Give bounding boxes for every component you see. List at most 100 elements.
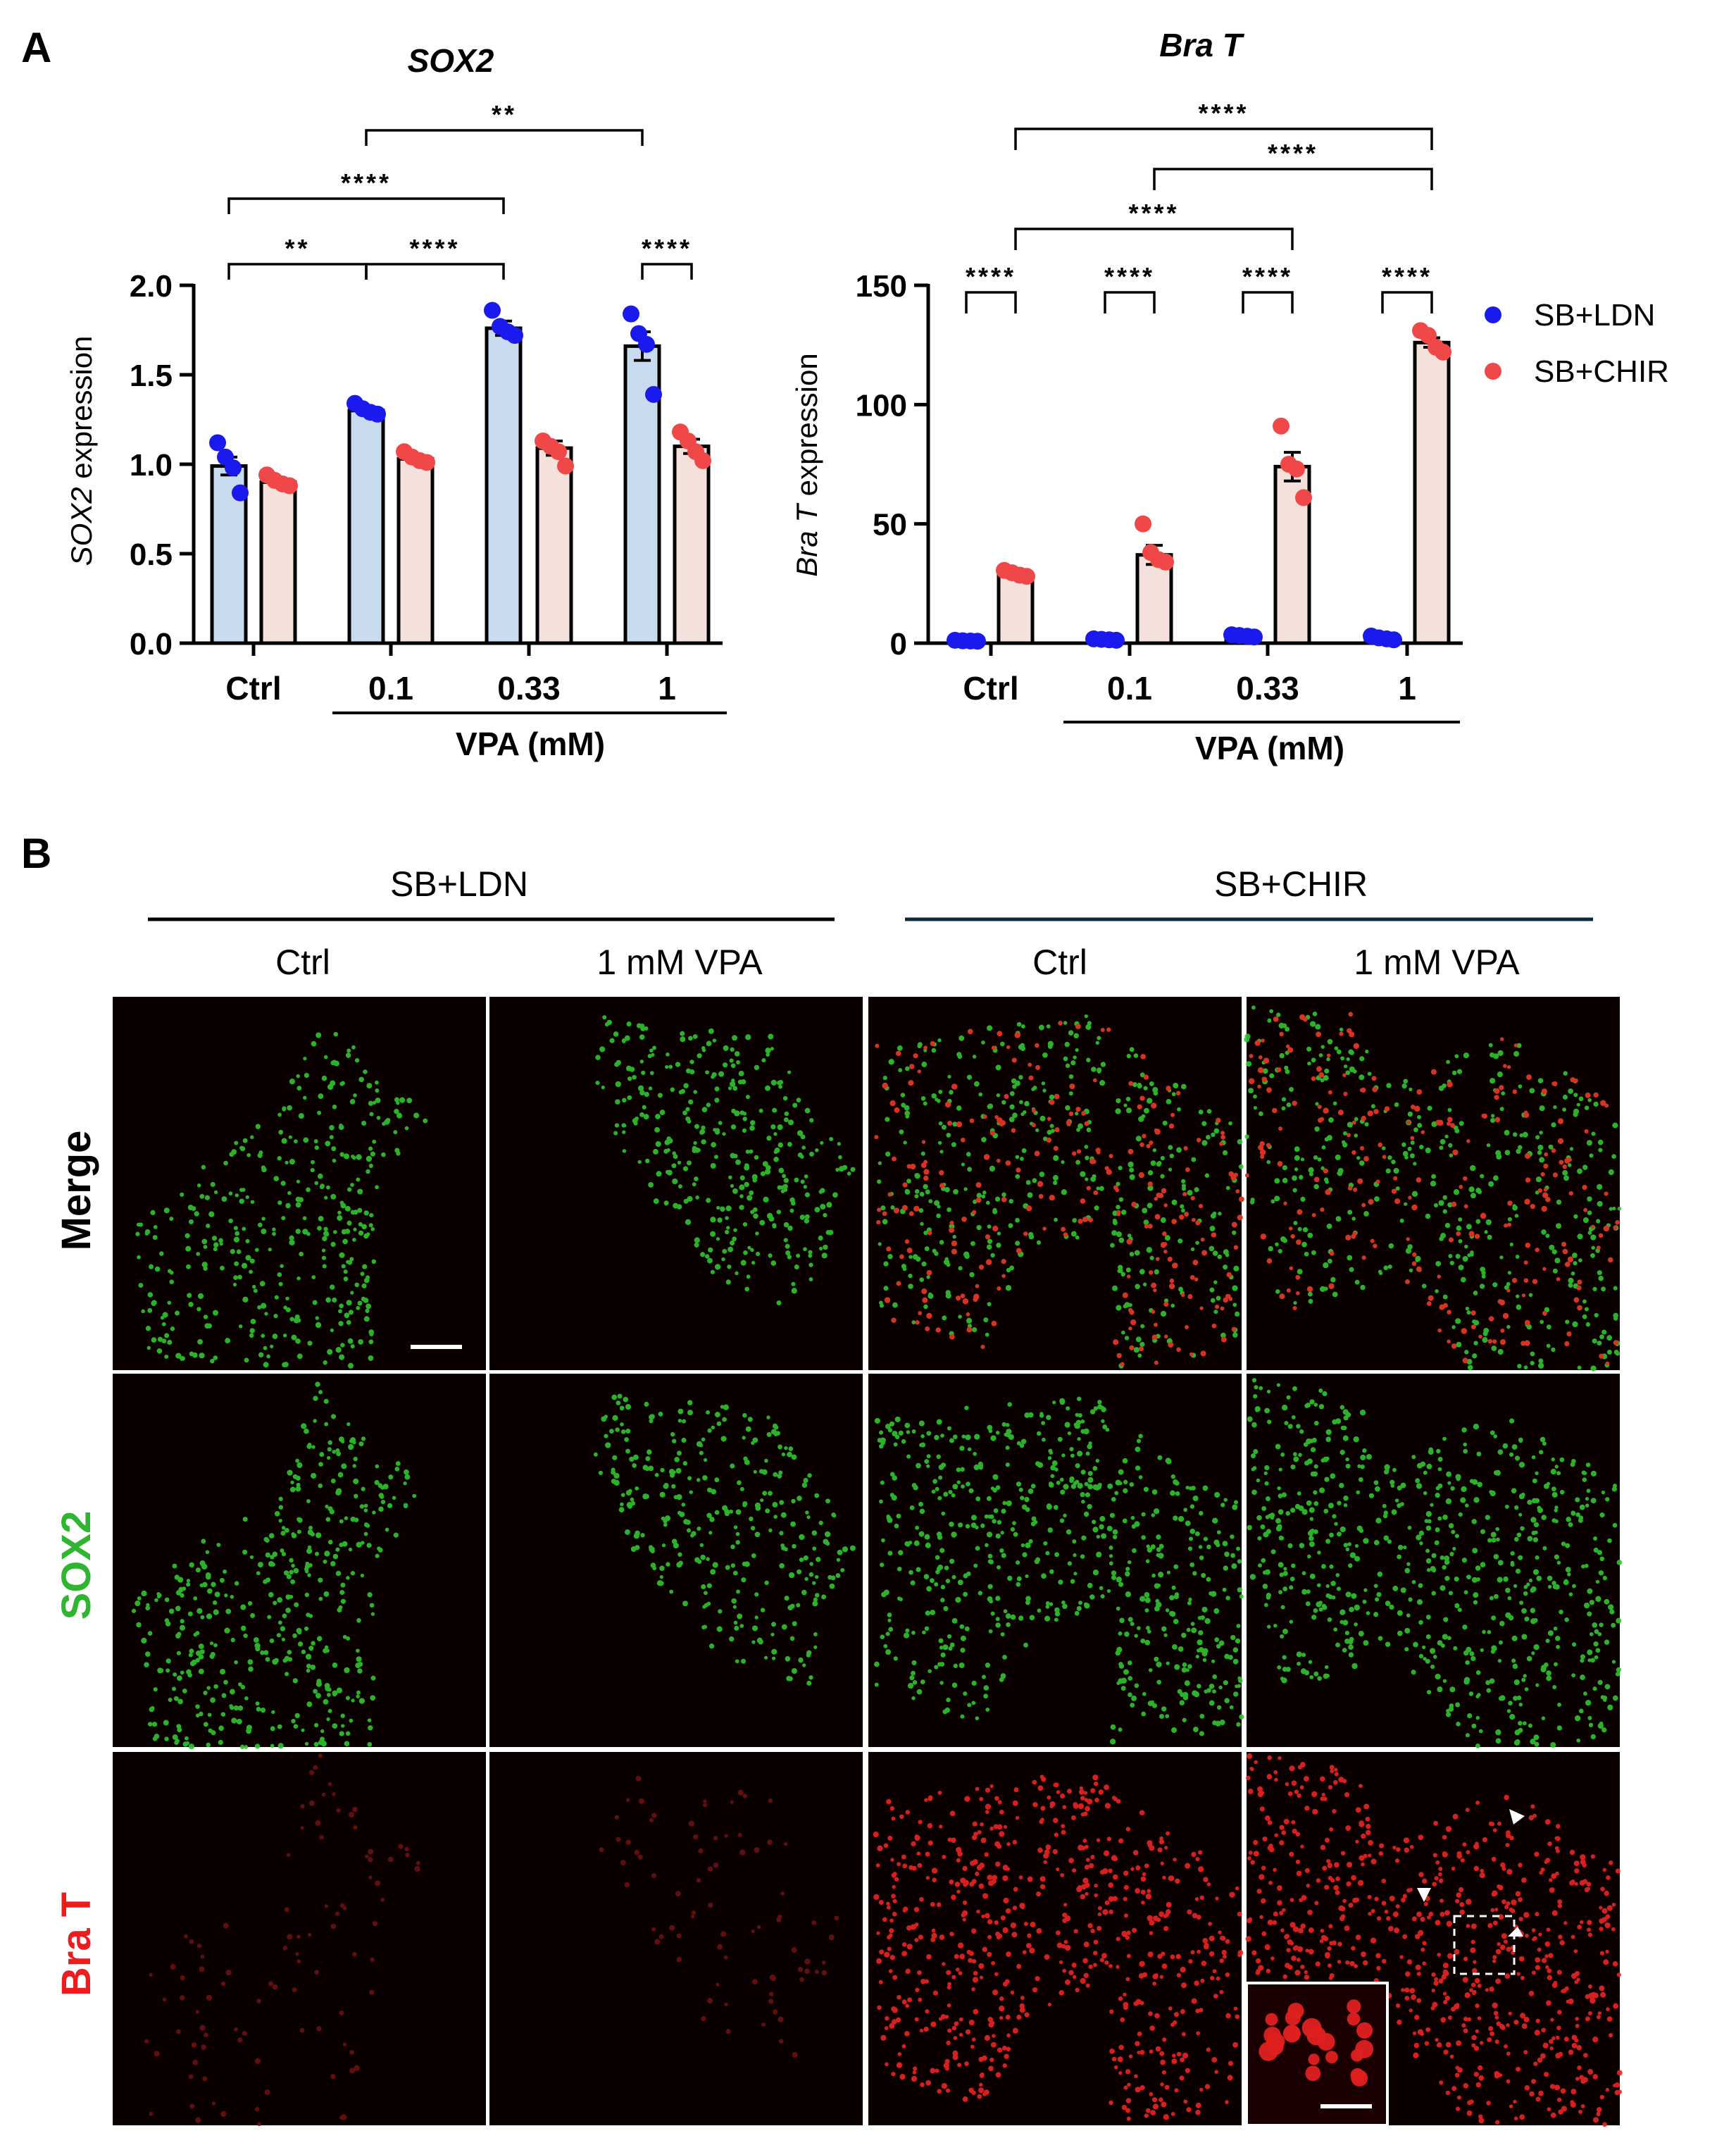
micrograph-cells-green (131, 1381, 417, 1750)
brat-chart-title: Bra T (1159, 27, 1244, 63)
micrograph-sox2-3 (868, 1374, 1244, 1747)
sox2-data-point (645, 385, 662, 403)
micrograph-cells-green (135, 1031, 428, 1369)
arrowhead-marker (1508, 1927, 1523, 1937)
sox2-significance-label: **** (341, 168, 392, 197)
sox2-data-point (550, 443, 567, 461)
column-label-4: 1 mM VPA (1354, 943, 1520, 982)
sox2-y-tick-label: 1.0 (130, 448, 173, 483)
brat-data-point (1157, 553, 1174, 571)
row-label-merge: Merge (54, 1131, 99, 1251)
inset-zoom (1245, 1982, 1389, 2127)
sox2-significance-bracket (227, 263, 368, 280)
sox2-y-axis-label-rest: expression (65, 336, 98, 487)
brat-y-tick-label: 150 (856, 269, 907, 304)
sox2-chart: SOX2 SOX2 expression VPA (mM) 0.0 0.5 1.0 1… (65, 42, 727, 762)
micrograph-cells-red (1245, 1753, 1623, 2127)
brat-significance-bracket (1104, 291, 1156, 313)
sox2-bar-chir (396, 456, 435, 645)
brat-significance-label: **** (1242, 262, 1293, 291)
brat-data-point (1385, 631, 1402, 649)
sox2-significance-label: **** (409, 234, 460, 263)
sox2-x-axis-label: VPA (mM) (456, 726, 605, 762)
arrowhead-marker (1417, 1888, 1431, 1902)
sox2-y-tick-label: 1.5 (130, 359, 173, 393)
sox2-significance-bracket (641, 263, 693, 280)
brat-y-tick-label: 100 (856, 388, 907, 423)
brat-data-point (1435, 343, 1451, 361)
micrograph-sox2-4 (1247, 1374, 1623, 1748)
micrograph-sox2-2 (489, 1374, 863, 1747)
sox2-data-point (638, 335, 655, 353)
legend-label-chir: SB+CHIR (1534, 354, 1669, 389)
micrograph-brat-1 (113, 1752, 486, 2127)
sox2-y-axis-label: SOX2 expression (65, 336, 98, 566)
brat-significance-label: **** (1268, 139, 1318, 168)
micrograph-merge-4 (1244, 997, 1622, 1372)
sox2-significance-bracket (365, 263, 505, 280)
sox2-x-tick-label: 1 (658, 670, 676, 707)
sox2-y-tick-label: 0.5 (130, 537, 173, 572)
micrograph-cells-red (1244, 1012, 1620, 1365)
brat-significance-bracket (1014, 228, 1294, 250)
legend-marker-chir (1485, 363, 1501, 380)
sox2-x-tick-label: 0.33 (497, 670, 561, 707)
brat-significance-label: **** (1198, 99, 1249, 128)
sox2-data-point (369, 405, 386, 423)
micrograph-sox2-1 (113, 1374, 486, 1750)
brat-significance-label: **** (1104, 262, 1155, 291)
column-label-2: 1 mM VPA (597, 943, 763, 982)
brat-x-axis-label: VPA (mM) (1195, 730, 1344, 766)
row-label-sox2: SOX2 (54, 1511, 99, 1620)
micrograph-cells-red (874, 1021, 1244, 1367)
brat-significance-bracket (965, 291, 1017, 313)
micrograph-merge-3 (868, 997, 1244, 1370)
sox2-chart-title: SOX2 (408, 42, 494, 79)
brat-significance-bracket (1381, 291, 1433, 313)
sox2-significance-label: **** (642, 234, 692, 263)
sox2-x-tick-label: Ctrl (225, 670, 281, 707)
micrograph-headers: SB+LDN SB+CHIR Ctrl 1 mM VPA Ctrl 1 mM V… (54, 864, 1593, 1996)
brat-y-axis-label-italic: Bra T (790, 502, 823, 577)
legend-marker-ldn (1485, 306, 1501, 323)
sox2-y-tick-label: 0.0 (130, 627, 173, 661)
group-label-chir: SB+CHIR (1214, 864, 1368, 904)
group-label-ldn: SB+LDN (390, 864, 528, 904)
sox2-significance-label: ** (492, 100, 517, 129)
sox2-data-point (232, 484, 249, 502)
brat-data-point (1018, 568, 1035, 585)
column-label-3: Ctrl (1032, 943, 1087, 982)
brat-y-axis-label-rest: expression (790, 353, 823, 504)
brat-y-tick-label: 50 (873, 508, 907, 542)
row-label-brat: Bra T (54, 1892, 99, 1996)
brat-x-tick-label: 0.33 (1236, 670, 1299, 707)
brat-data-point (1108, 631, 1125, 649)
micrograph-cells-red (873, 1775, 1244, 2121)
inset-region-box (1453, 1915, 1516, 1975)
micrograph-cells-green (595, 1015, 856, 1305)
brat-y-tick-label: 0 (890, 627, 907, 661)
brat-significance-bracket (1014, 128, 1433, 150)
sox2-bar-chir (673, 445, 711, 645)
sox2-bar-chir (535, 446, 573, 645)
brat-data-point (1295, 489, 1312, 506)
legend: SB+LDN SB+CHIR (1485, 298, 1669, 389)
micrograph-grid (113, 997, 1623, 2127)
sox2-data-point (557, 457, 574, 475)
micrograph-cells-green (874, 1396, 1244, 1745)
legend-label-ldn: SB+LDN (1534, 298, 1655, 332)
brat-x-tick-label: Ctrl (963, 670, 1018, 707)
column-label-1: Ctrl (275, 943, 330, 982)
brat-significance-label: **** (1382, 262, 1432, 291)
brat-data-point (1246, 628, 1263, 646)
sox2-data-point (418, 454, 435, 471)
brat-y-axis-label: Bra T expression (790, 353, 823, 576)
brat-significance-label: **** (966, 262, 1016, 291)
sox2-bar-ldn (347, 409, 385, 645)
brat-bar-chir (1413, 340, 1451, 645)
sox2-data-point (209, 434, 226, 452)
sox2-y-axis-label-italic: SOX2 (65, 487, 98, 566)
panel-label-a: A (21, 24, 51, 71)
brat-x-tick-label: 1 (1398, 670, 1416, 707)
